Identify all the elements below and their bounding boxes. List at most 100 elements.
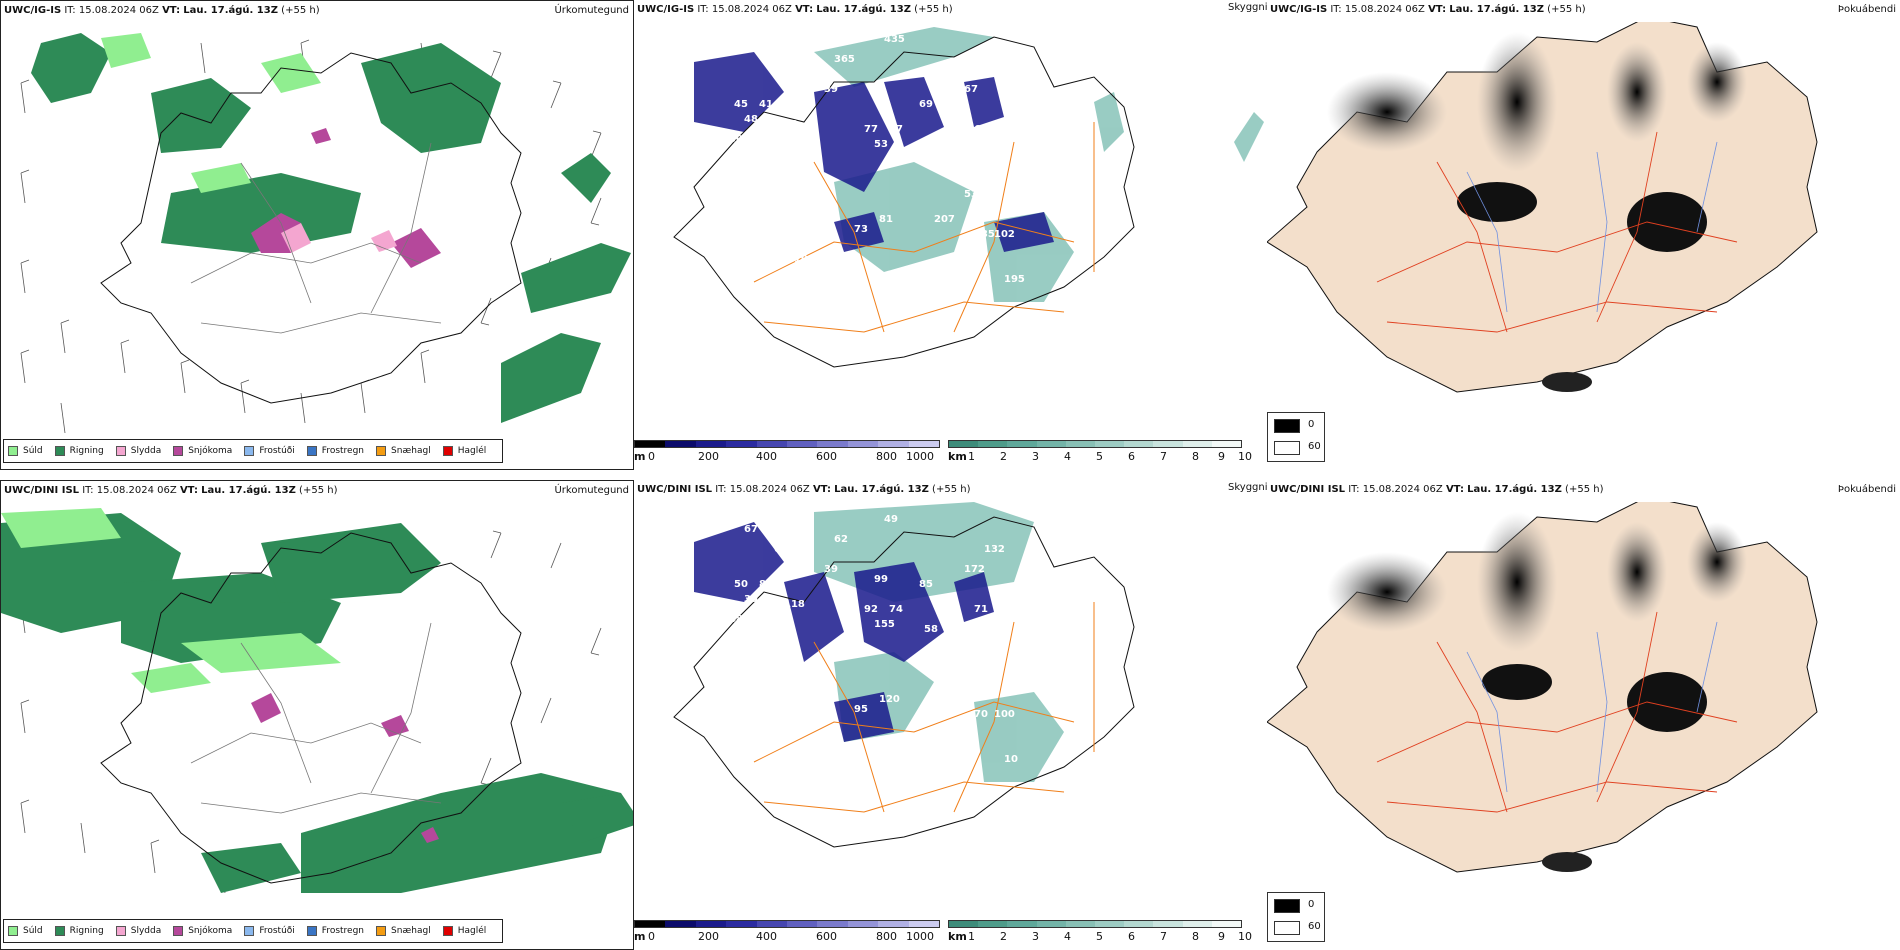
cloud-base-unit: m [634, 450, 646, 463]
cloud-base-label: 49 [884, 514, 898, 525]
cloud-base-label: 10 [924, 144, 938, 155]
cloud-base-label: 92 [864, 604, 878, 615]
cloud-base-label: 45 [724, 184, 738, 195]
panel-title: UWC/IG-IS IT: 15.08.2024 06Z VT: Lau. 17… [1270, 4, 1586, 15]
fog-low-swatch [1274, 419, 1300, 433]
freezing-drizzle-swatch [244, 926, 255, 936]
cloud-base-label: 120 [879, 694, 900, 705]
cloud-base-label: 59 [744, 44, 758, 55]
fog-high-swatch [1274, 921, 1300, 935]
cloud-base-label: 76 [954, 164, 968, 175]
fog-dark-areas [1327, 32, 1747, 392]
cloud-base-label: 62 [834, 534, 848, 545]
fog-index-map [1267, 22, 1818, 393]
precip-type-panel-bottom: UWC/DINI ISL IT: 15.08.2024 06Z VT: Lau.… [0, 480, 634, 950]
iceland-coastline [100, 52, 522, 404]
rain-swatch [54, 446, 65, 456]
cloud-base-label: 186 [934, 694, 955, 705]
panel-title: UWC/IG-IS IT: 15.08.2024 06Z VT: Lau. 17… [637, 4, 953, 15]
cloud-base-label: 10 [794, 254, 808, 265]
precip-type-map [20, 33, 631, 434]
row-top: UWC/IG-IS IT: 15.08.2024 06Z VT: Lau. 17… [0, 0, 1900, 470]
sleet-swatch [115, 926, 126, 936]
cloud-base-label: 81 [879, 214, 893, 225]
fog-index-legend: 0 60 [1267, 412, 1325, 462]
fog-high-swatch [1274, 441, 1300, 455]
iceland-coastline [673, 36, 1135, 368]
panel-name: Skyggni [1228, 2, 1267, 13]
fog-index-panel-bottom: UWC/DINI ISL IT: 15.08.2024 06Z VT: Lau.… [1267, 480, 1900, 950]
iceland-coastline [673, 516, 1135, 848]
cloud-base-label: 110 [964, 669, 985, 680]
legend-item-freezing-rain: Frostregn [306, 446, 364, 456]
freezing-rain-swatch [306, 446, 317, 456]
cloud-base-label: 41 [759, 99, 773, 110]
panel-name: Úrkomutegund [554, 5, 629, 16]
cloud-base-label: 68 [799, 544, 813, 555]
cloud-base-colorbar: m 0 200 400 600 800 1000 [634, 440, 944, 468]
rain-swatch [54, 926, 65, 936]
cloud-base-label: 85 [919, 579, 933, 590]
legend-item-freezing-rain: Frostregn [306, 926, 364, 936]
panel-title: UWC/DINI ISL IT: 15.08.2024 06Z VT: Lau.… [4, 485, 338, 496]
precip-type-panel-top: UWC/IG-IS IT: 15.08.2024 06Z VT: Lau. 17… [0, 0, 634, 470]
cloud-base-strip [634, 920, 940, 928]
visibility-strip [948, 440, 1242, 448]
cloud-base-label: 172 [964, 564, 985, 575]
cloud-base-label: 73 [854, 224, 868, 235]
cloud-base-label: 39 [824, 564, 838, 575]
cloud-base-label: 10 [1004, 754, 1018, 765]
cloud-base-label: 60 [754, 674, 768, 685]
hail-swatch [442, 926, 453, 936]
cloud-base-label: 84 [759, 579, 773, 590]
cloud-base-label: 52 [784, 119, 798, 130]
panel-name: Þokuábendi [1837, 4, 1896, 15]
panel-name: Úrkomutegund [554, 485, 629, 496]
cloud-base-label: 69 [919, 99, 933, 110]
fog-index-legend: 0 60 [1267, 892, 1325, 942]
cloud-base-label: 50 [729, 134, 743, 145]
visibility-colorbar: km 1 2 3 4 5 6 7 8 9 10 [948, 440, 1266, 468]
cloud-base-label: 36 [799, 64, 813, 75]
precip-type-legend: Súld Rigning Slydda Snjókoma Frostúði Fr… [3, 919, 504, 943]
drizzle-swatch [8, 926, 18, 936]
drizzle-swatch [8, 446, 18, 456]
cloud-base-label: 83 [874, 94, 888, 105]
fog-index-map [1267, 502, 1818, 873]
legend-item-hail: Haglél [442, 446, 486, 456]
cloud-base-label: 195 [1004, 274, 1025, 285]
precip-sleet-areas [281, 223, 397, 253]
snow-pellets-swatch [376, 926, 387, 936]
cloud-base-label: 103 [984, 64, 1005, 75]
legend-item-drizzle: Súld [8, 926, 43, 936]
low-cloud-base-areas [694, 52, 1054, 252]
visibility-colorbar: km 1 2 3 4 5 6 7 8 9 10 [948, 920, 1266, 948]
precip-rain-areas [1, 513, 633, 893]
freezing-drizzle-swatch [244, 446, 255, 456]
cloud-base-label: 48 [744, 114, 758, 125]
cloud-base-label: 39 [824, 84, 838, 95]
cloud-base-label: 155 [874, 619, 895, 630]
road-network [753, 602, 1095, 813]
snow-swatch [173, 926, 184, 936]
cloud-base-unit: m [634, 930, 646, 943]
legend-item-snow-pellets: Snæhagl [376, 446, 431, 456]
road-network [753, 122, 1095, 333]
rivers [1466, 141, 1718, 313]
cloud-base-label: 38 [774, 64, 788, 75]
cloud-base-label: 53 [874, 139, 888, 150]
cloud-base-label: 435 [884, 34, 905, 45]
legend-item-freezing-drizzle: Frostúði [244, 446, 295, 456]
visibility-unit: km [948, 930, 967, 943]
cloud-base-label: 70 [974, 709, 988, 720]
legend-item-rain: Rigning [54, 926, 104, 936]
legend-item-snow-pellets: Snæhagl [376, 926, 431, 936]
cloud-base-label: 100 [994, 709, 1015, 720]
cloud-base-label: 39 [744, 594, 758, 605]
cloud-base-label: 77 [864, 124, 878, 135]
legend-item-freezing-drizzle: Frostúði [244, 926, 295, 936]
cloud-base-label: 45 [724, 664, 738, 675]
legend-item-snow: Snjókoma [173, 446, 232, 456]
cloud-base-label: 67 [744, 524, 758, 535]
